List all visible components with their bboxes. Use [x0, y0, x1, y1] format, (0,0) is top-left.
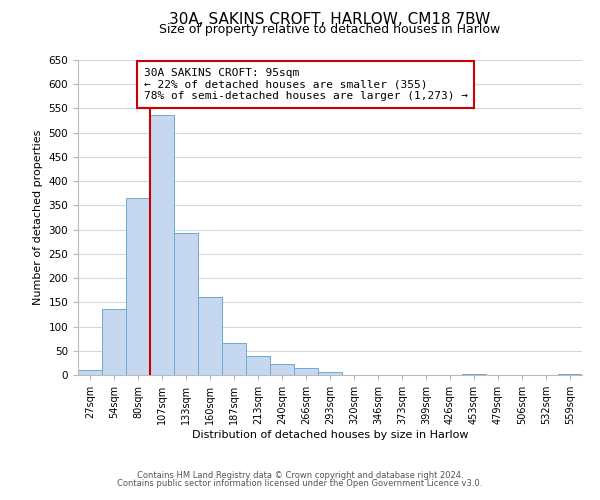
Text: 30A SAKINS CROFT: 95sqm
← 22% of detached houses are smaller (355)
78% of semi-d: 30A SAKINS CROFT: 95sqm ← 22% of detache…	[143, 68, 467, 101]
Text: Size of property relative to detached houses in Harlow: Size of property relative to detached ho…	[160, 22, 500, 36]
Bar	[558, 374, 582, 375]
Bar	[246, 356, 270, 375]
Y-axis label: Number of detached properties: Number of detached properties	[33, 130, 43, 305]
Text: Contains HM Land Registry data © Crown copyright and database right 2024.: Contains HM Land Registry data © Crown c…	[137, 471, 463, 480]
Bar	[174, 233, 198, 375]
Bar	[126, 198, 150, 375]
Bar	[462, 374, 486, 375]
Bar	[294, 368, 318, 375]
Bar	[78, 370, 102, 375]
Bar	[150, 115, 174, 375]
Text: Contains public sector information licensed under the Open Government Licence v3: Contains public sector information licen…	[118, 478, 482, 488]
Bar	[198, 298, 222, 375]
Text: 30A, SAKINS CROFT, HARLOW, CM18 7BW: 30A, SAKINS CROFT, HARLOW, CM18 7BW	[169, 12, 491, 28]
Bar	[318, 372, 342, 375]
Bar	[222, 342, 246, 375]
Bar	[270, 364, 294, 375]
Bar	[102, 308, 126, 375]
X-axis label: Distribution of detached houses by size in Harlow: Distribution of detached houses by size …	[192, 430, 468, 440]
